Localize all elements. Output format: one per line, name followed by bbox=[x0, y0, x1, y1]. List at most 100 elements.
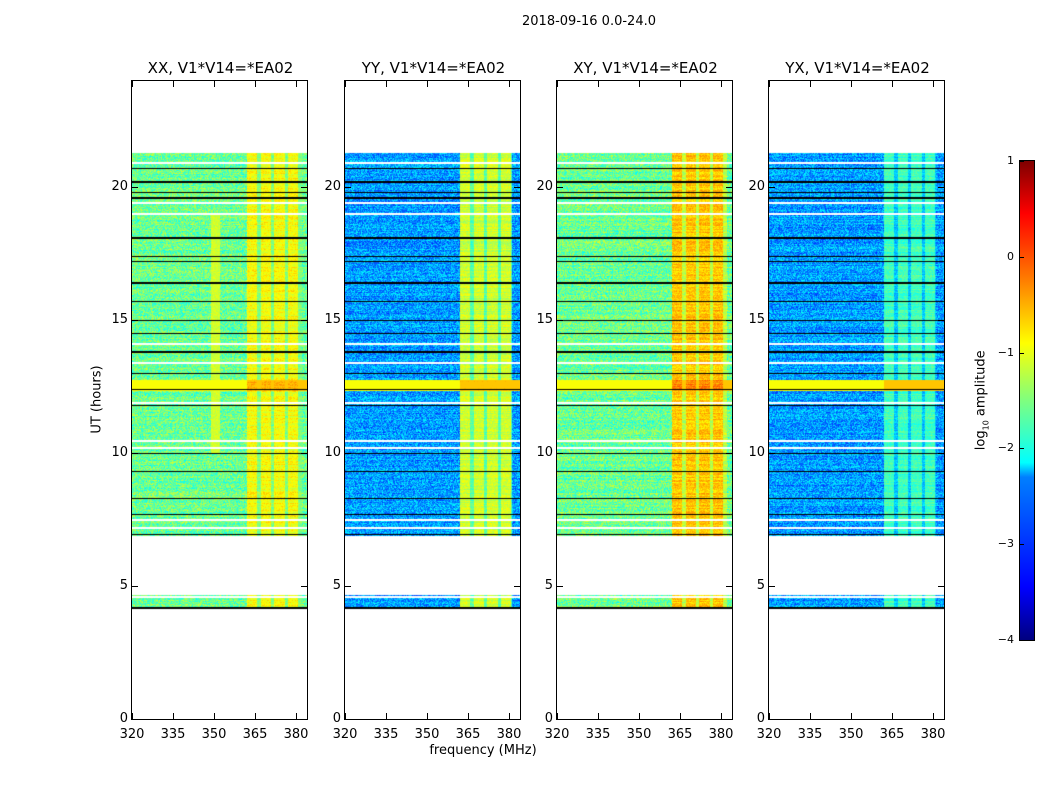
panel-xx: XX, V1*V14=*EA02 320 335 350 365 380 0 5 10 15 20 bbox=[111, 59, 308, 742]
x-tick-label: 350 bbox=[414, 727, 440, 742]
y-tick-label: 0 bbox=[756, 711, 765, 726]
waterfall-heatmap bbox=[132, 81, 307, 719]
x-tick bbox=[680, 713, 682, 719]
y-tick-label: 20 bbox=[536, 179, 553, 195]
y-tick-label: 10 bbox=[536, 445, 553, 461]
y-axis-label: UT (hours) bbox=[89, 365, 105, 434]
x-tick-label: 365 bbox=[879, 727, 905, 742]
y-tick bbox=[132, 719, 138, 720]
waterfall-heatmap bbox=[557, 81, 732, 719]
x-tick bbox=[810, 713, 812, 719]
x-tick bbox=[386, 81, 388, 87]
y-tick bbox=[345, 719, 351, 720]
x-tick-label: 380 bbox=[920, 727, 946, 742]
y-tick-label: 15 bbox=[748, 312, 765, 328]
y-tick bbox=[514, 719, 520, 720]
x-tick-label: 320 bbox=[544, 727, 570, 742]
x-tick bbox=[255, 713, 257, 719]
x-tick-label: 350 bbox=[838, 727, 864, 742]
x-tick-label: 335 bbox=[160, 727, 186, 742]
x-tick bbox=[255, 81, 257, 87]
y-tick-label: 0 bbox=[332, 711, 341, 726]
x-tick bbox=[296, 81, 298, 87]
y-tick bbox=[132, 586, 138, 588]
x-tick bbox=[933, 713, 935, 719]
x-tick bbox=[933, 81, 935, 87]
y-tick bbox=[514, 586, 520, 588]
y-tick bbox=[769, 719, 775, 720]
y-tick bbox=[726, 320, 732, 322]
x-tick bbox=[892, 713, 894, 719]
y-tick bbox=[557, 187, 563, 189]
y-tick bbox=[132, 453, 138, 455]
colorbar-tick bbox=[1020, 256, 1024, 258]
y-tick bbox=[769, 320, 775, 322]
colorbar-tick-label: 0 bbox=[1007, 249, 1014, 263]
y-tick bbox=[938, 187, 944, 189]
x-tick bbox=[680, 81, 682, 87]
y-tick bbox=[938, 453, 944, 455]
y-tick-label: 5 bbox=[332, 578, 341, 594]
x-tick bbox=[851, 81, 853, 87]
y-tick-label: 5 bbox=[756, 578, 765, 594]
y-tick bbox=[514, 453, 520, 455]
x-tick bbox=[598, 713, 600, 719]
x-tick-label: 350 bbox=[201, 727, 227, 742]
colorbar-label: log10 amplitude bbox=[973, 350, 991, 451]
panel-xy: XY, V1*V14=*EA02 320 335 350 365 380 0 5 10 15 20 bbox=[536, 59, 733, 742]
colorbar-tick-label: 1 bbox=[1007, 154, 1014, 167]
y-tick bbox=[557, 320, 563, 322]
y-tick bbox=[726, 586, 732, 588]
y-tick bbox=[345, 320, 351, 322]
x-tick bbox=[427, 713, 429, 719]
x-tick bbox=[345, 81, 346, 87]
colorbar-tick bbox=[1020, 640, 1024, 641]
y-tick-label: 15 bbox=[111, 312, 128, 328]
x-tick-label: 365 bbox=[242, 727, 268, 742]
panel-title: YY, V1*V14=*EA02 bbox=[361, 59, 506, 77]
y-tick bbox=[769, 586, 775, 588]
panel-title: XY, V1*V14=*EA02 bbox=[573, 59, 718, 77]
y-tick-label: 20 bbox=[324, 179, 341, 195]
y-tick bbox=[557, 453, 563, 455]
panel-title: YX, V1*V14=*EA02 bbox=[785, 59, 930, 77]
y-tick bbox=[769, 453, 775, 455]
colorbar-tick bbox=[1020, 161, 1024, 162]
x-tick bbox=[214, 713, 216, 719]
colorbar-tick-label: −4 bbox=[997, 633, 1014, 646]
x-tick bbox=[132, 81, 133, 87]
x-tick-label: 365 bbox=[667, 727, 693, 742]
colorbar-tick bbox=[1020, 352, 1024, 354]
y-tick bbox=[345, 586, 351, 588]
y-tick bbox=[514, 320, 520, 322]
y-tick bbox=[301, 586, 307, 588]
panel-title: XX, V1*V14=*EA02 bbox=[147, 59, 294, 77]
waterfall-heatmap bbox=[769, 81, 944, 719]
x-tick bbox=[769, 81, 770, 87]
x-axis-label: frequency (MHz) bbox=[429, 743, 537, 758]
y-tick bbox=[514, 187, 520, 189]
x-tick-label: 380 bbox=[283, 727, 309, 742]
y-tick-label: 20 bbox=[111, 179, 128, 195]
x-tick bbox=[598, 81, 600, 87]
x-tick-label: 335 bbox=[373, 727, 399, 742]
y-tick bbox=[301, 187, 307, 189]
y-tick-label: 20 bbox=[748, 179, 765, 195]
panel-yy: YY, V1*V14=*EA02 320 335 350 365 380 0 5 10 15 20 bbox=[324, 59, 521, 742]
x-tick-label: 380 bbox=[496, 727, 522, 742]
x-tick bbox=[214, 81, 216, 87]
x-tick-label: 320 bbox=[119, 727, 145, 742]
y-tick bbox=[769, 187, 775, 189]
y-tick-label: 10 bbox=[324, 445, 341, 461]
x-tick bbox=[427, 81, 429, 87]
y-tick-label: 10 bbox=[111, 445, 128, 461]
y-tick bbox=[726, 453, 732, 455]
x-tick bbox=[721, 81, 723, 87]
panel-yx: YX, V1*V14=*EA02 320 335 350 365 380 0 5 10 15 20 bbox=[748, 59, 945, 742]
waterfall-heatmap bbox=[345, 81, 520, 719]
y-tick-label: 15 bbox=[536, 312, 553, 328]
colorbar-tick bbox=[1020, 544, 1024, 546]
y-tick bbox=[557, 719, 563, 720]
x-tick bbox=[639, 713, 641, 719]
